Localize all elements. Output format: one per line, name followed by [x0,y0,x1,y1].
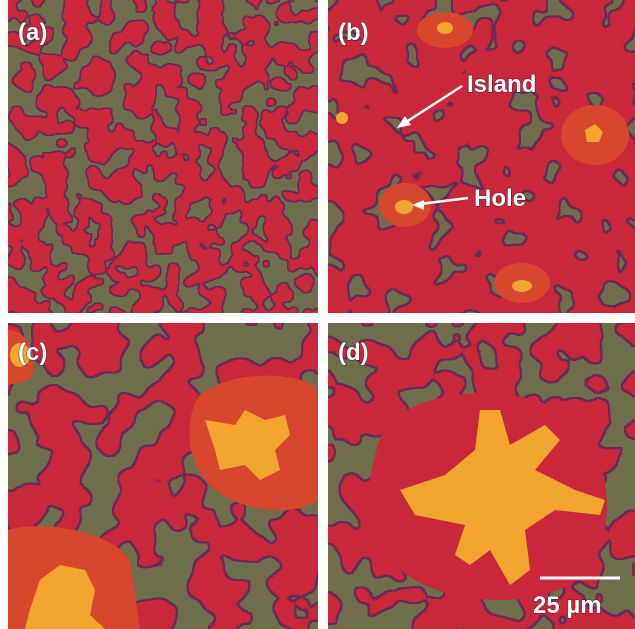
panel-d [328,323,635,629]
annotation-hole: Hole [474,185,526,212]
scale-bar-label: 25 µm [533,592,602,619]
panel-label: (c) [18,339,47,366]
panel-label: (a) [18,19,47,46]
panel-label: (b) [338,19,369,46]
panel-a [8,0,318,313]
panel-b [328,0,635,313]
annotation-island: Island [467,71,536,98]
figure: (a) (b) (c) (d) Island Hole 25 µm [0,0,635,629]
panel-label: (d) [338,339,369,366]
panel-c [8,323,318,629]
